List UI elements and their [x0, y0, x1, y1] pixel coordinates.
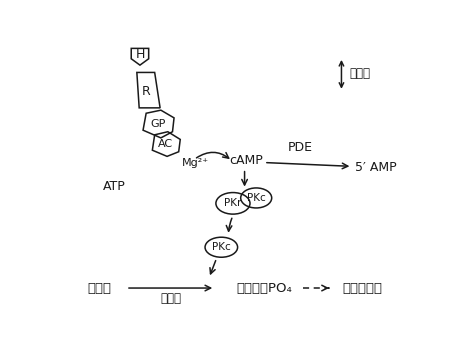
Text: 磷酸化: 磷酸化 [161, 291, 181, 305]
Text: 蛋白质～PO₄: 蛋白质～PO₄ [236, 281, 292, 295]
Text: PKc: PKc [212, 242, 231, 252]
Text: H: H [135, 48, 144, 61]
Text: 5′ AMP: 5′ AMP [355, 161, 396, 174]
Text: 生物学作用: 生物学作用 [342, 281, 382, 295]
Text: GP: GP [151, 119, 166, 129]
Text: AC: AC [158, 139, 173, 149]
Text: PKc: PKc [247, 193, 266, 203]
Text: 细胞膜: 细胞膜 [349, 67, 370, 81]
Text: PKr: PKr [224, 198, 242, 208]
Text: 蛋白质: 蛋白质 [87, 281, 111, 295]
Text: ATP: ATP [103, 180, 126, 193]
Text: cAMP: cAMP [229, 154, 263, 168]
Text: Mg²⁺: Mg²⁺ [182, 158, 209, 168]
Text: R: R [142, 85, 150, 98]
Text: PDE: PDE [288, 141, 313, 154]
